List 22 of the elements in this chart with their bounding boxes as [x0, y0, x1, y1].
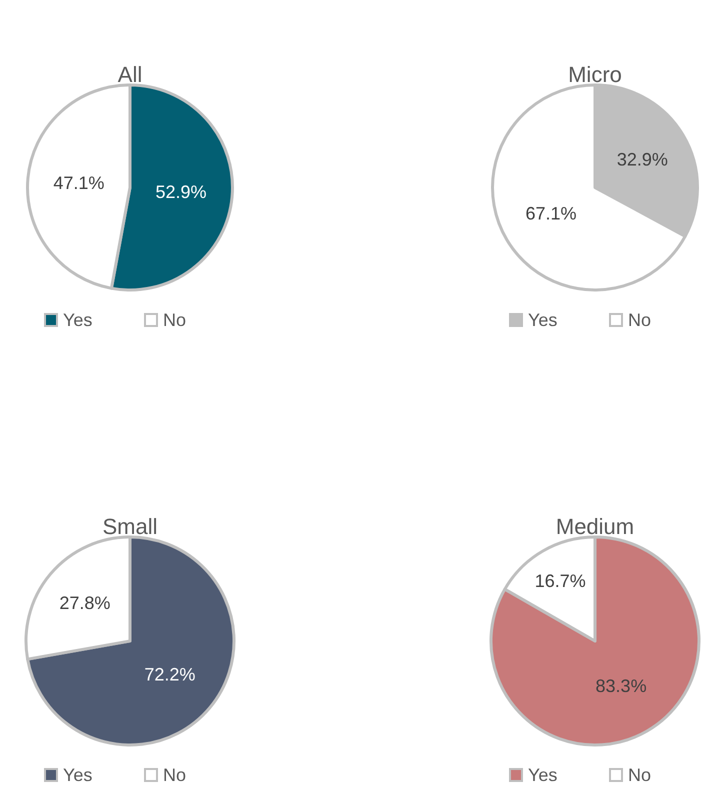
data-label: 47.1%	[53, 172, 104, 193]
data-label: 83.3%	[596, 676, 647, 696]
pie-slice	[490, 536, 700, 746]
chart-title: All	[118, 62, 142, 87]
chart-title: Small	[102, 514, 158, 539]
legend-label: No	[163, 765, 186, 785]
data-label: 67.1%	[525, 204, 576, 224]
chart-title: Medium	[556, 514, 634, 539]
data-label: 72.2%	[144, 664, 196, 684]
data-label: 52.9%	[156, 182, 207, 202]
legend-label: No	[163, 310, 186, 330]
data-label: 27.8%	[59, 593, 110, 614]
pie-slice	[26, 536, 236, 746]
legend-label: Yes	[63, 310, 92, 330]
legend-label: No	[628, 310, 652, 330]
chart-title: Micro	[568, 62, 622, 87]
legend-label: Yes	[63, 765, 92, 785]
legend-label: Yes	[528, 765, 558, 785]
data-label: 32.9%	[616, 149, 668, 170]
legend-label: Yes	[528, 310, 558, 330]
legend-label: No	[628, 765, 652, 785]
data-label: 16.7%	[534, 571, 586, 592]
